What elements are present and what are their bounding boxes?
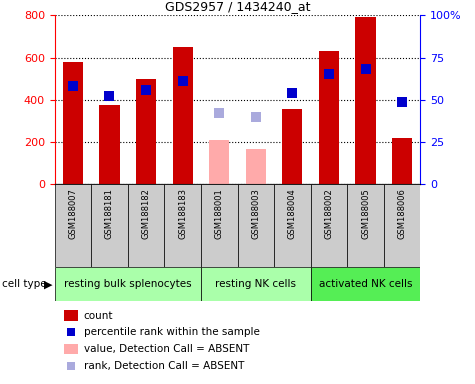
Text: GSM188001: GSM188001 bbox=[215, 189, 224, 239]
Bar bbox=[347, 184, 384, 267]
Bar bbox=[201, 267, 311, 301]
Bar bbox=[172, 48, 193, 184]
Text: GSM188004: GSM188004 bbox=[288, 189, 297, 239]
Bar bbox=[319, 51, 339, 184]
Bar bbox=[274, 184, 311, 267]
Text: GSM188006: GSM188006 bbox=[398, 189, 407, 239]
Bar bbox=[64, 311, 77, 321]
Text: GSM188005: GSM188005 bbox=[361, 189, 370, 239]
Text: cell type: cell type bbox=[2, 279, 47, 289]
Bar bbox=[128, 184, 164, 267]
Bar bbox=[91, 184, 128, 267]
Text: GSM188003: GSM188003 bbox=[251, 189, 260, 239]
Text: count: count bbox=[84, 311, 113, 321]
Bar bbox=[64, 344, 77, 354]
Text: GSM188183: GSM188183 bbox=[178, 189, 187, 240]
Title: GDS2957 / 1434240_at: GDS2957 / 1434240_at bbox=[165, 0, 310, 13]
Text: percentile rank within the sample: percentile rank within the sample bbox=[84, 328, 260, 338]
Text: GSM188002: GSM188002 bbox=[324, 189, 333, 239]
Text: ▶: ▶ bbox=[44, 279, 52, 289]
Bar bbox=[164, 184, 201, 267]
Bar bbox=[355, 17, 376, 184]
Bar bbox=[55, 184, 91, 267]
Text: activated NK cells: activated NK cells bbox=[319, 279, 412, 289]
Text: resting NK cells: resting NK cells bbox=[215, 279, 296, 289]
Bar bbox=[392, 138, 412, 184]
Text: rank, Detection Call = ABSENT: rank, Detection Call = ABSENT bbox=[84, 361, 244, 371]
Bar bbox=[136, 79, 156, 184]
Bar bbox=[55, 267, 201, 301]
Bar bbox=[63, 62, 83, 184]
Bar bbox=[238, 184, 274, 267]
Bar bbox=[99, 105, 120, 184]
Text: GSM188181: GSM188181 bbox=[105, 189, 114, 239]
Text: value, Detection Call = ABSENT: value, Detection Call = ABSENT bbox=[84, 344, 249, 354]
Bar bbox=[209, 140, 229, 184]
Bar bbox=[246, 149, 266, 184]
Text: GSM188182: GSM188182 bbox=[142, 189, 151, 239]
Text: resting bulk splenocytes: resting bulk splenocytes bbox=[64, 279, 191, 289]
Bar bbox=[311, 184, 347, 267]
Bar bbox=[384, 184, 420, 267]
Text: GSM188007: GSM188007 bbox=[68, 189, 77, 239]
Bar bbox=[311, 267, 420, 301]
Bar bbox=[201, 184, 238, 267]
Bar bbox=[282, 109, 303, 184]
